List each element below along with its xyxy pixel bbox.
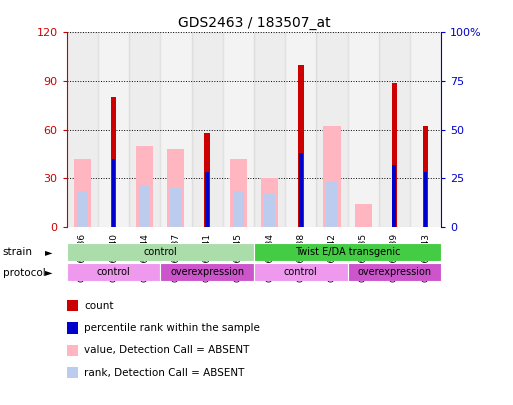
Bar <box>326 181 338 227</box>
Bar <box>223 32 254 227</box>
Text: ►: ► <box>45 268 53 277</box>
Text: overexpression: overexpression <box>170 267 244 277</box>
Text: control: control <box>96 267 130 277</box>
Bar <box>67 32 98 227</box>
Bar <box>74 159 91 227</box>
Bar <box>423 126 428 227</box>
Bar <box>424 173 427 227</box>
Text: percentile rank within the sample: percentile rank within the sample <box>84 323 260 333</box>
Bar <box>392 164 396 227</box>
Bar <box>67 263 160 281</box>
Text: control: control <box>284 267 318 277</box>
Text: protocol: protocol <box>3 268 45 277</box>
Text: strain: strain <box>3 247 32 257</box>
Bar <box>254 32 285 227</box>
Bar <box>299 153 303 227</box>
Title: GDS2463 / 183507_at: GDS2463 / 183507_at <box>177 16 330 30</box>
Bar <box>136 146 153 227</box>
Text: count: count <box>84 301 114 311</box>
Bar <box>139 185 150 227</box>
Bar <box>285 32 317 227</box>
Bar <box>77 191 88 227</box>
Bar <box>348 263 441 281</box>
Bar <box>204 133 210 227</box>
Text: control: control <box>144 247 177 257</box>
Bar <box>348 32 379 227</box>
Bar <box>354 204 372 227</box>
Text: rank, Detection Call = ABSENT: rank, Detection Call = ABSENT <box>84 368 245 377</box>
Bar <box>191 32 223 227</box>
Text: ►: ► <box>45 247 53 257</box>
Bar <box>111 97 116 227</box>
Bar <box>112 159 115 227</box>
Bar <box>298 65 304 227</box>
Text: overexpression: overexpression <box>358 267 431 277</box>
Text: value, Detection Call = ABSENT: value, Detection Call = ABSENT <box>84 345 249 355</box>
Bar <box>323 126 341 227</box>
Bar <box>160 263 254 281</box>
Bar <box>379 32 410 227</box>
Bar <box>160 32 191 227</box>
Bar <box>261 178 278 227</box>
Bar <box>129 32 160 227</box>
Bar <box>264 194 275 227</box>
Text: Twist E/DA transgenic: Twist E/DA transgenic <box>295 247 400 257</box>
Bar <box>170 188 182 227</box>
Bar <box>410 32 441 227</box>
Bar <box>167 149 185 227</box>
Bar <box>230 159 247 227</box>
Bar <box>254 243 441 261</box>
Bar <box>317 32 348 227</box>
Bar <box>67 243 254 261</box>
Bar <box>391 83 397 227</box>
Bar <box>254 263 348 281</box>
Bar <box>98 32 129 227</box>
Bar <box>233 191 244 227</box>
Bar <box>205 173 209 227</box>
